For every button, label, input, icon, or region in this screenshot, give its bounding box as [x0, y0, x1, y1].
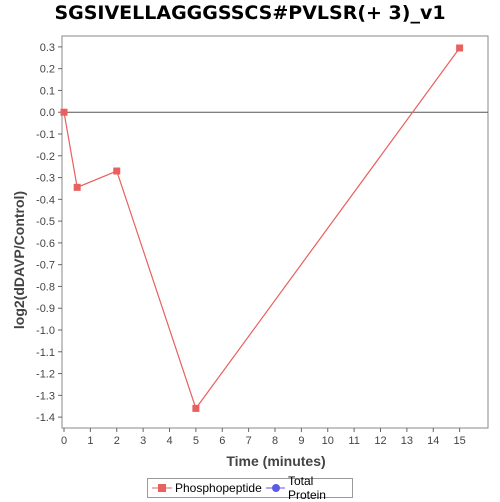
- y-axis-label: log2(dDAVP/Control): [11, 191, 27, 329]
- x-tick-label: 6: [219, 435, 225, 447]
- x-tick-label: 11: [348, 435, 359, 447]
- y-tick-label: -1.1: [36, 347, 55, 359]
- y-tick-label: -0.4: [36, 194, 55, 206]
- y-tick-label: -0.5: [36, 216, 55, 228]
- y-tick-label: -1.2: [36, 369, 55, 381]
- data-point: [73, 183, 81, 191]
- x-tick-label: 1: [87, 435, 93, 447]
- data-point: [60, 108, 68, 116]
- x-tick-label: 2: [114, 435, 120, 447]
- y-tick-label: -0.3: [36, 173, 55, 185]
- chart-title: SGSIVELLAGGGSSCS#PVLSR(+ 3)_v1: [54, 2, 446, 24]
- circle-marker-icon: [265, 484, 285, 492]
- y-tick-label: 0.3: [40, 42, 55, 54]
- data-point: [456, 44, 464, 52]
- x-tick-label: 8: [272, 435, 278, 447]
- y-tick-label: 0.1: [40, 85, 55, 97]
- square-marker-icon: [152, 484, 172, 492]
- y-tick-label: -1.0: [36, 325, 55, 337]
- legend: Phosphopeptide Total Protein: [147, 474, 353, 502]
- y-tick-label: -0.1: [36, 129, 55, 141]
- y-tick-label: -0.7: [36, 260, 55, 272]
- x-tick-label: 10: [322, 435, 334, 447]
- x-tick-label: 13: [401, 435, 413, 447]
- x-tick-label: 5: [193, 435, 199, 447]
- y-tick-label: 0.2: [40, 64, 55, 76]
- x-tick-label: 4: [166, 435, 172, 447]
- data-point: [113, 167, 121, 175]
- x-tick-label: 15: [454, 435, 466, 447]
- x-axis-label: Time (minutes): [226, 453, 325, 469]
- legend-label: Phosphopeptide: [175, 481, 262, 495]
- legend-label: Total Protein: [287, 474, 326, 502]
- y-tick-label: -0.8: [36, 281, 55, 293]
- legend-item-total-protein: Total Protein: [265, 474, 352, 502]
- x-tick-label: 0: [61, 435, 67, 447]
- x-tick-label: 12: [374, 435, 386, 447]
- y-tick-label: -1.4: [36, 412, 55, 424]
- x-tick-label: 9: [298, 435, 304, 447]
- y-tick-label: -0.2: [36, 151, 55, 163]
- y-tick-label: 0.0: [40, 107, 55, 119]
- legend-item-phosphopeptide: Phosphopeptide: [152, 481, 262, 495]
- y-tick-label: -0.9: [36, 303, 55, 315]
- x-tick-label: 7: [246, 435, 252, 447]
- x-tick-label: 3: [140, 435, 146, 447]
- plot-area: [61, 35, 489, 429]
- y-tick-label: -0.6: [36, 238, 55, 250]
- x-tick-label: 14: [427, 435, 439, 447]
- y-tick-label: -1.3: [36, 390, 55, 402]
- data-point: [192, 404, 200, 412]
